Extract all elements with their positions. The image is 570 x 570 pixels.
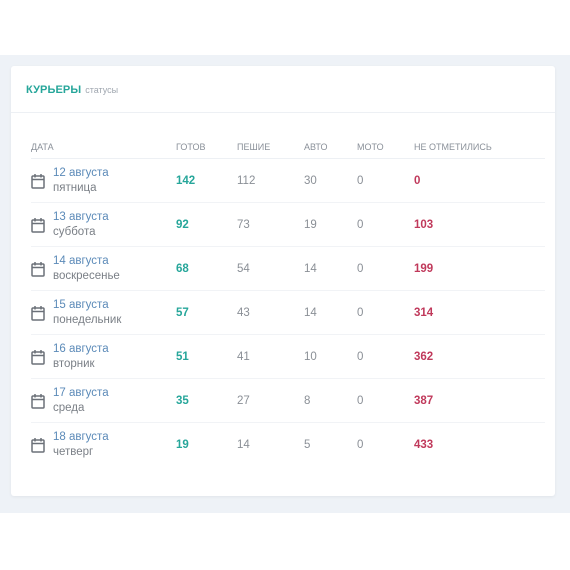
calendar-icon (31, 437, 45, 453)
table-row: 13 августа суббота 92 73 19 0 103 (31, 202, 545, 247)
ready-count: 142 (176, 158, 237, 203)
calendar-icon (31, 393, 45, 409)
date-link[interactable]: 12 августа (53, 166, 109, 179)
walking-count: 43 (237, 290, 304, 335)
table-row: 14 августа воскресенье 68 54 14 0 199 (31, 246, 545, 291)
date-cell: 14 августа воскресенье (31, 246, 176, 291)
calendar-icon (31, 349, 45, 365)
card-subtitle: статусы (85, 85, 119, 95)
weekday-label: воскресенье (53, 269, 120, 282)
date-link[interactable]: 18 августа (53, 430, 109, 443)
table-row: 15 августа понедельник 57 43 14 0 314 (31, 290, 545, 335)
walking-count: 112 (237, 158, 304, 203)
calendar-icon (31, 173, 45, 189)
column-header-auto: АВТО (304, 136, 357, 159)
table-row: 17 августа среда 35 27 8 0 387 (31, 378, 545, 423)
walking-count: 27 (237, 378, 304, 423)
column-header-walking: ПЕШИЕ (237, 136, 304, 159)
ready-count: 35 (176, 378, 237, 423)
moto-count: 0 (357, 246, 414, 291)
moto-count: 0 (357, 378, 414, 423)
table-row: 12 августа пятница 142 112 30 0 0 (31, 158, 545, 203)
date-link[interactable]: 16 августа (53, 342, 109, 355)
calendar-icon (31, 217, 45, 233)
column-header-moto: МОТО (357, 136, 414, 159)
walking-count: 54 (237, 246, 304, 291)
weekday-label: среда (53, 401, 85, 414)
date-link[interactable]: 17 августа (53, 386, 109, 399)
auto-count: 8 (304, 378, 357, 423)
ready-count: 68 (176, 246, 237, 291)
auto-count: 5 (304, 438, 311, 451)
weekday-label: пятница (53, 181, 97, 194)
date-cell: 15 августа понедельник (31, 290, 176, 335)
missed-count: 362 (414, 334, 545, 379)
walking-count: 14 (237, 438, 250, 451)
moto-count: 0 (357, 202, 414, 247)
moto-count: 0 (357, 158, 414, 203)
missed-count: 314 (414, 290, 545, 335)
ready-count: 57 (176, 290, 237, 335)
walking-count: 41 (237, 334, 304, 379)
card-header: КУРЬЕРЫ статусы (11, 66, 555, 113)
table-body: 12 августа пятница 142 112 30 0 0 13 авг… (31, 158, 545, 467)
table-header-row: ДАТА ГОТОВ ПЕШИЕ АВТО МОТО НЕ ОТМЕТИЛИСЬ (31, 136, 545, 159)
card-title: КУРЬЕРЫ (26, 84, 82, 96)
table-row: 16 августа вторник 51 41 10 0 362 (31, 334, 545, 379)
ready-count: 51 (176, 334, 237, 379)
ready-count: 19 (176, 438, 189, 451)
auto-count: 19 (304, 202, 357, 247)
auto-count: 10 (304, 334, 357, 379)
missed-count: 387 (414, 378, 545, 423)
date-cell: 12 августа пятница (31, 158, 176, 203)
couriers-table: ДАТА ГОТОВ ПЕШИЕ АВТО МОТО НЕ ОТМЕТИЛИСЬ… (31, 136, 545, 466)
missed-count: 199 (414, 246, 545, 291)
date-cell: 17 августа среда (31, 378, 176, 423)
auto-count: 14 (304, 246, 357, 291)
column-header-date: ДАТА (31, 136, 176, 159)
date-link[interactable]: 14 августа (53, 254, 109, 267)
column-header-missed: НЕ ОТМЕТИЛИСЬ (414, 136, 545, 159)
couriers-status-card: КУРЬЕРЫ статусы ДАТА ГОТОВ ПЕШИЕ АВТО МО… (11, 66, 555, 496)
moto-count: 0 (357, 290, 414, 335)
date-link[interactable]: 15 августа (53, 298, 109, 311)
weekday-label: понедельник (53, 313, 122, 326)
weekday-label: четверг (53, 445, 94, 458)
weekday-label: вторник (53, 357, 95, 370)
date-link[interactable]: 13 августа (53, 210, 109, 223)
missed-count: 433 (414, 438, 434, 451)
column-header-ready: ГОТОВ (176, 136, 237, 159)
auto-count: 14 (304, 290, 357, 335)
calendar-icon (31, 261, 45, 277)
moto-count: 0 (357, 438, 364, 451)
calendar-icon (31, 305, 45, 321)
moto-count: 0 (357, 334, 414, 379)
missed-count: 0 (414, 158, 545, 203)
missed-count: 103 (414, 202, 545, 247)
weekday-label: суббота (53, 225, 96, 238)
ready-count: 92 (176, 202, 237, 247)
auto-count: 30 (304, 158, 357, 203)
walking-count: 73 (237, 202, 304, 247)
date-cell: 16 августа вторник (31, 334, 176, 379)
date-cell: 18 августа четверг (31, 423, 176, 467)
date-cell: 13 августа суббота (31, 202, 176, 247)
table-row: 18 августа четверг 19 14 5 0 433 (31, 423, 545, 467)
